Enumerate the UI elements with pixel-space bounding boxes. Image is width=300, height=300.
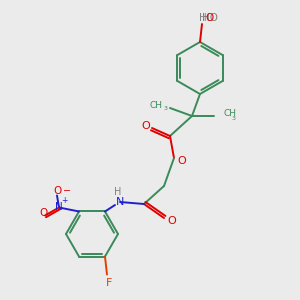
Text: 3: 3: [232, 116, 236, 122]
Text: +: +: [61, 196, 67, 205]
Text: N: N: [55, 202, 63, 212]
Text: CH: CH: [149, 100, 162, 109]
Text: O: O: [142, 121, 150, 131]
Text: −: −: [63, 187, 71, 196]
Text: O: O: [53, 187, 61, 196]
Text: O: O: [206, 13, 214, 23]
Text: 3: 3: [164, 106, 168, 112]
Text: H: H: [114, 187, 122, 197]
Text: O: O: [168, 216, 176, 226]
Text: H: H: [199, 13, 207, 23]
Text: O: O: [39, 208, 47, 218]
Text: F: F: [106, 278, 112, 287]
Text: CH: CH: [224, 110, 237, 118]
Text: HO: HO: [202, 13, 218, 23]
Text: N: N: [116, 197, 124, 207]
Text: O: O: [178, 156, 186, 166]
